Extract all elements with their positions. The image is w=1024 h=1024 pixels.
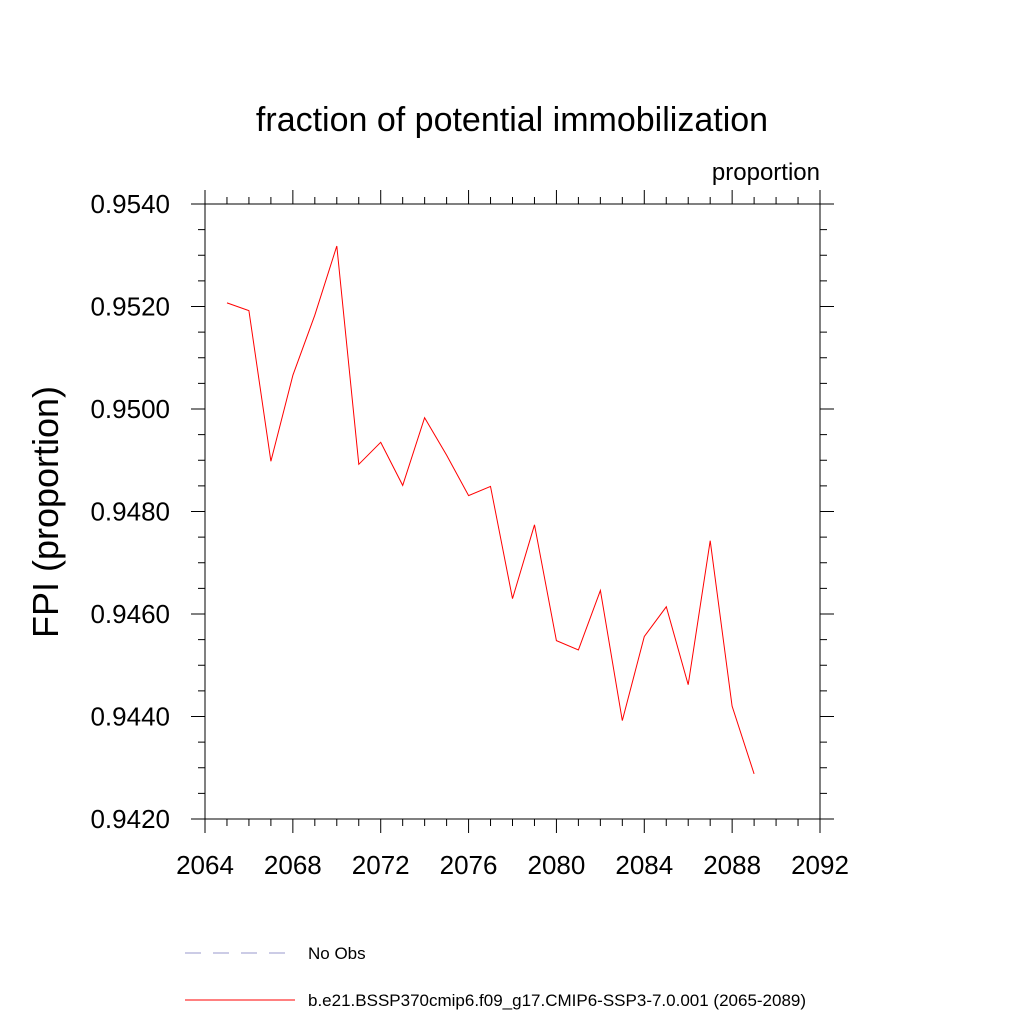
y-axis-label: FPI (proportion)	[25, 386, 66, 638]
x-tick-label: 2084	[615, 850, 673, 880]
y-tick-label: 0.9500	[90, 394, 170, 424]
legend: No Obs b.e21.BSSP370cmip6.f09_g17.CMIP6-S…	[185, 944, 806, 1010]
axes: 2064 2068 2072 2076 2080 2084 2088 2092 0.9420 0.…	[90, 189, 848, 880]
y-tick-label: 0.9460	[90, 599, 170, 629]
series-line	[226, 245, 755, 775]
units-label: proportion	[712, 159, 820, 186]
x-tick-label: 2092	[791, 850, 849, 880]
legend-label: No Obs	[308, 944, 366, 963]
y-tick-label: 0.9480	[90, 497, 170, 527]
plot-frame	[204, 203, 821, 820]
series-group	[226, 245, 755, 775]
x-tick-label: 2072	[352, 850, 410, 880]
x-tick-label: 2064	[176, 850, 234, 880]
y-tick-label: 0.9540	[90, 189, 170, 219]
chart-title: fraction of potential immobilization	[256, 101, 768, 139]
x-tick-label: 2080	[528, 850, 586, 880]
y-tick-label: 0.9420	[90, 804, 170, 834]
y-tick-label: 0.9440	[90, 702, 170, 732]
x-tick-label: 2076	[440, 850, 498, 880]
x-tick-label: 2068	[264, 850, 322, 880]
y-tick-label: 0.9520	[90, 292, 170, 322]
legend-label: b.e21.BSSP370cmip6.f09_g17.CMIP6-SSP3-7.…	[308, 991, 806, 1010]
x-tick-label: 2088	[703, 850, 761, 880]
